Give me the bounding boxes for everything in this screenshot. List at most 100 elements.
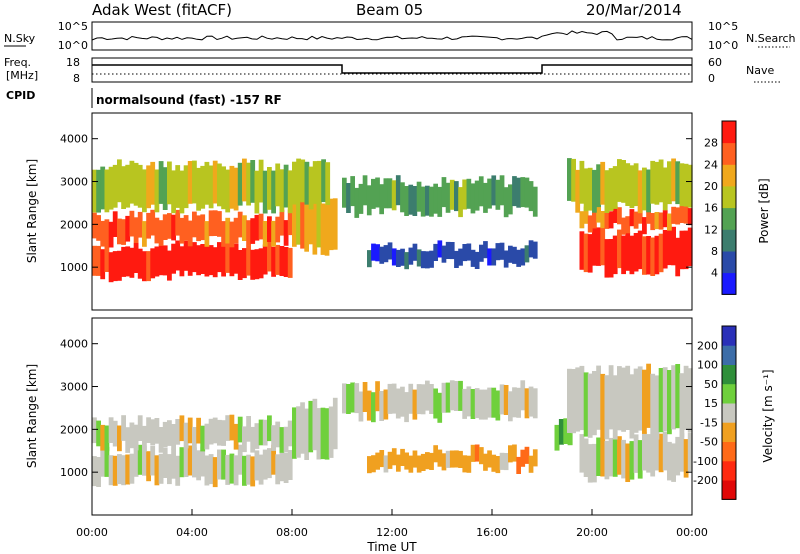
freq-unit-label: [MHz]: [6, 69, 38, 82]
power-cell: [587, 167, 593, 211]
velocity-cell: [437, 449, 443, 467]
beam-title: Beam 05: [356, 1, 423, 19]
power-cell: [196, 167, 201, 211]
power-cell: [242, 215, 247, 241]
velocity-cell: [679, 373, 685, 438]
velocity-cell: [332, 397, 338, 450]
velocity-cell: [242, 455, 247, 486]
freq-label: Freq.: [4, 56, 31, 69]
power-cell: [503, 250, 509, 268]
velocity-cell: [524, 388, 530, 419]
noise-right-tick-high: 10^5: [708, 20, 738, 33]
ytick-label: 3000: [60, 176, 88, 189]
nave-label: Nave: [746, 64, 774, 77]
power-cell: [279, 246, 285, 276]
velocity-cell: [483, 453, 488, 471]
power-cell: [158, 220, 164, 246]
velocity-cell: [458, 380, 463, 411]
power-cell: [271, 170, 276, 214]
velocity-cell: [146, 451, 151, 482]
velocity-cell: [304, 408, 309, 460]
velocity-cell: [675, 436, 681, 476]
velocity-cell: [528, 386, 534, 417]
velocity-cell: [600, 438, 606, 477]
power-cell: [671, 158, 676, 202]
velocity-cell: [612, 375, 618, 440]
power-cell: [596, 227, 601, 266]
velocity-cell: [671, 365, 676, 430]
power-cell: [142, 251, 147, 282]
power-cell: [233, 243, 239, 274]
power-cell: [587, 215, 593, 233]
power-cell: [683, 206, 689, 224]
velocity-panel: 1000 2000 3000 4000 Slant Range [km] 200 100…: [25, 317, 775, 516]
velocity-cell: [237, 444, 243, 475]
power-cell: [125, 215, 131, 242]
velocity-cell: [412, 450, 418, 468]
velocity-cell: [225, 454, 231, 485]
velocity-cell: [466, 386, 472, 417]
power-cell: [346, 183, 351, 213]
power-cell: [675, 161, 681, 205]
velocity-cell: [129, 453, 135, 484]
power-cell: [237, 162, 243, 206]
power-cell: [125, 246, 131, 277]
power-cell: [470, 249, 476, 267]
colorbar-swatch: [722, 251, 736, 274]
power-cell: [246, 162, 251, 206]
power-cell: [366, 185, 372, 216]
power-cell: [596, 164, 601, 208]
velocity-cell: [621, 439, 626, 479]
power-cell: [516, 249, 521, 267]
power-cell: [528, 181, 534, 212]
power-cell: [287, 247, 293, 278]
power-cell: [679, 205, 685, 223]
velocity-cell: [462, 455, 468, 473]
power-cell: [137, 164, 143, 208]
velocity-cell: [342, 383, 347, 414]
power-cell: [324, 204, 330, 256]
power-cell: [100, 249, 106, 280]
velocity-cell: [633, 368, 639, 433]
colorbar-swatch: [722, 207, 736, 230]
velocity-cell: [608, 365, 614, 430]
power-cell: [150, 209, 156, 236]
velocity-cell: [499, 384, 505, 415]
power-cell: [675, 207, 681, 225]
power-cell: [121, 219, 126, 245]
power-cell: [217, 211, 222, 237]
power-cell: [204, 246, 210, 277]
velocity-cell: [395, 388, 401, 419]
velocity-cell: [629, 441, 635, 480]
freq-panel-frame: [91, 57, 693, 83]
power-cell: [146, 165, 151, 209]
velocity-cell: [104, 425, 110, 452]
velocity-cell: [354, 383, 360, 414]
colorbar-tick-label: 28: [704, 137, 718, 150]
power-cell: [466, 178, 472, 209]
power-cell: [208, 245, 214, 276]
power-cell: [608, 211, 614, 229]
velocity-cell: [441, 453, 447, 471]
velocity-cell: [495, 456, 501, 474]
velocity-cell: [208, 418, 214, 445]
power-cell: [621, 235, 626, 275]
power-cell: [437, 186, 443, 217]
colorbar-tick-label: 8: [711, 245, 718, 258]
power-cell: [445, 241, 451, 259]
velocity-cell: [520, 380, 526, 411]
power-cell: [117, 218, 122, 245]
power-cell: [532, 241, 538, 259]
velocity-cell: [479, 447, 484, 465]
velocity-cell: [96, 457, 101, 487]
velocity-cell: [196, 417, 201, 444]
velocity-cell: [642, 369, 647, 434]
velocity-cell: [271, 444, 276, 475]
velocity-cell: [100, 424, 106, 451]
velocity-cell: [221, 420, 226, 446]
velocity-cell: [125, 427, 131, 453]
velocity-ylabel: Slant Range [km]: [25, 364, 39, 468]
velocity-marks: [92, 363, 693, 488]
colorbar-swatch: [722, 345, 736, 365]
velocity-cell: [433, 445, 438, 463]
